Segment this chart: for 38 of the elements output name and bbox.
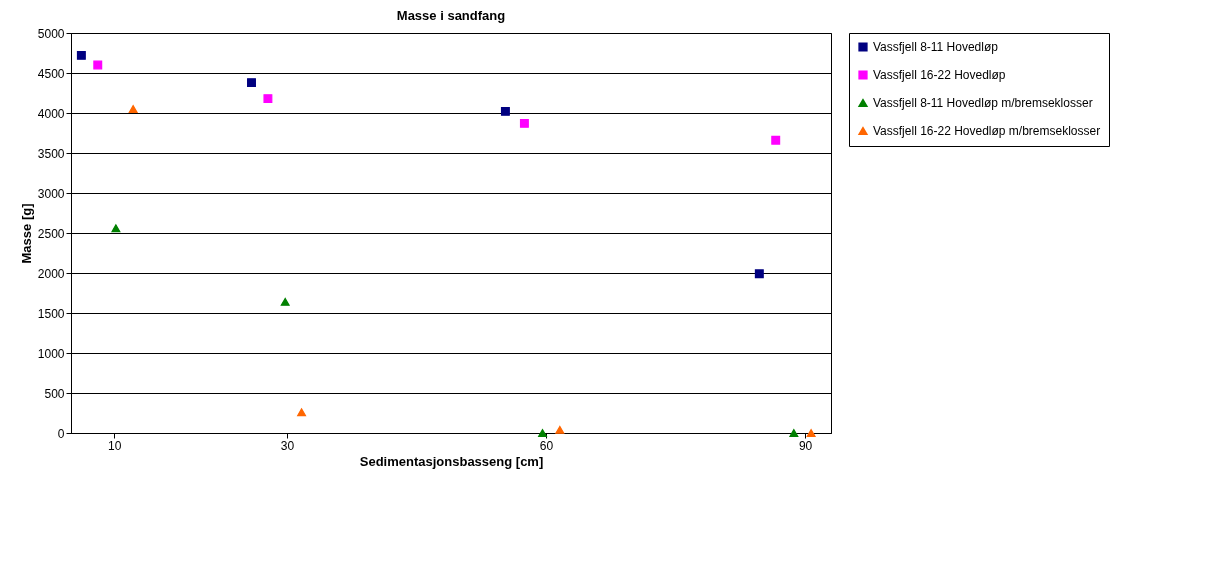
y-tick-label: 2000 — [37, 266, 65, 281]
point — [128, 105, 138, 113]
point — [555, 425, 565, 434]
y-tick-label: 1500 — [37, 306, 65, 321]
point — [247, 78, 256, 88]
point — [789, 429, 799, 437]
point — [806, 429, 816, 437]
point — [93, 60, 103, 70]
point — [297, 408, 307, 417]
y-tick-label: 500 — [44, 386, 65, 401]
x-tick-label: 90 — [798, 438, 813, 453]
point — [771, 135, 781, 145]
y-tick-label: 4500 — [37, 66, 65, 81]
point — [76, 50, 86, 60]
point — [754, 269, 764, 279]
y-axis-title: Masse [g] — [18, 203, 34, 264]
y-tick-label: 3500 — [37, 146, 65, 161]
y-tick-label: 1000 — [37, 346, 65, 361]
chart-title: Masse i sandfang — [396, 8, 506, 23]
x-axis-title: Sedimentasjonsbasseng [cm] — [359, 453, 544, 469]
point — [111, 224, 121, 233]
y-tick-label: 4000 — [37, 106, 65, 121]
x-tick-label: 10 — [108, 438, 122, 453]
legend-label: Vassfjell 16-22 Hovedløp m/bremseklosser — [873, 124, 1101, 138]
legend-label: Vassfjell 16-22 Hovedløp — [873, 68, 1006, 82]
y-tick-label: 5000 — [37, 26, 65, 41]
legend-label: Vassfjell 8-11 Hovedløp — [873, 40, 999, 54]
point — [263, 94, 273, 104]
point — [519, 118, 529, 128]
y-tick-label: 3000 — [37, 186, 65, 201]
point — [538, 429, 548, 437]
point — [280, 297, 290, 306]
legend-label: Vassfjell 8-11 Hovedløp m/bremseklosser — [873, 96, 1093, 110]
point — [500, 106, 510, 116]
x-tick-label: 60 — [539, 438, 554, 453]
y-tick-label: 0 — [57, 426, 65, 441]
x-tick-label: 30 — [280, 438, 295, 453]
y-tick-label: 2500 — [37, 226, 65, 241]
